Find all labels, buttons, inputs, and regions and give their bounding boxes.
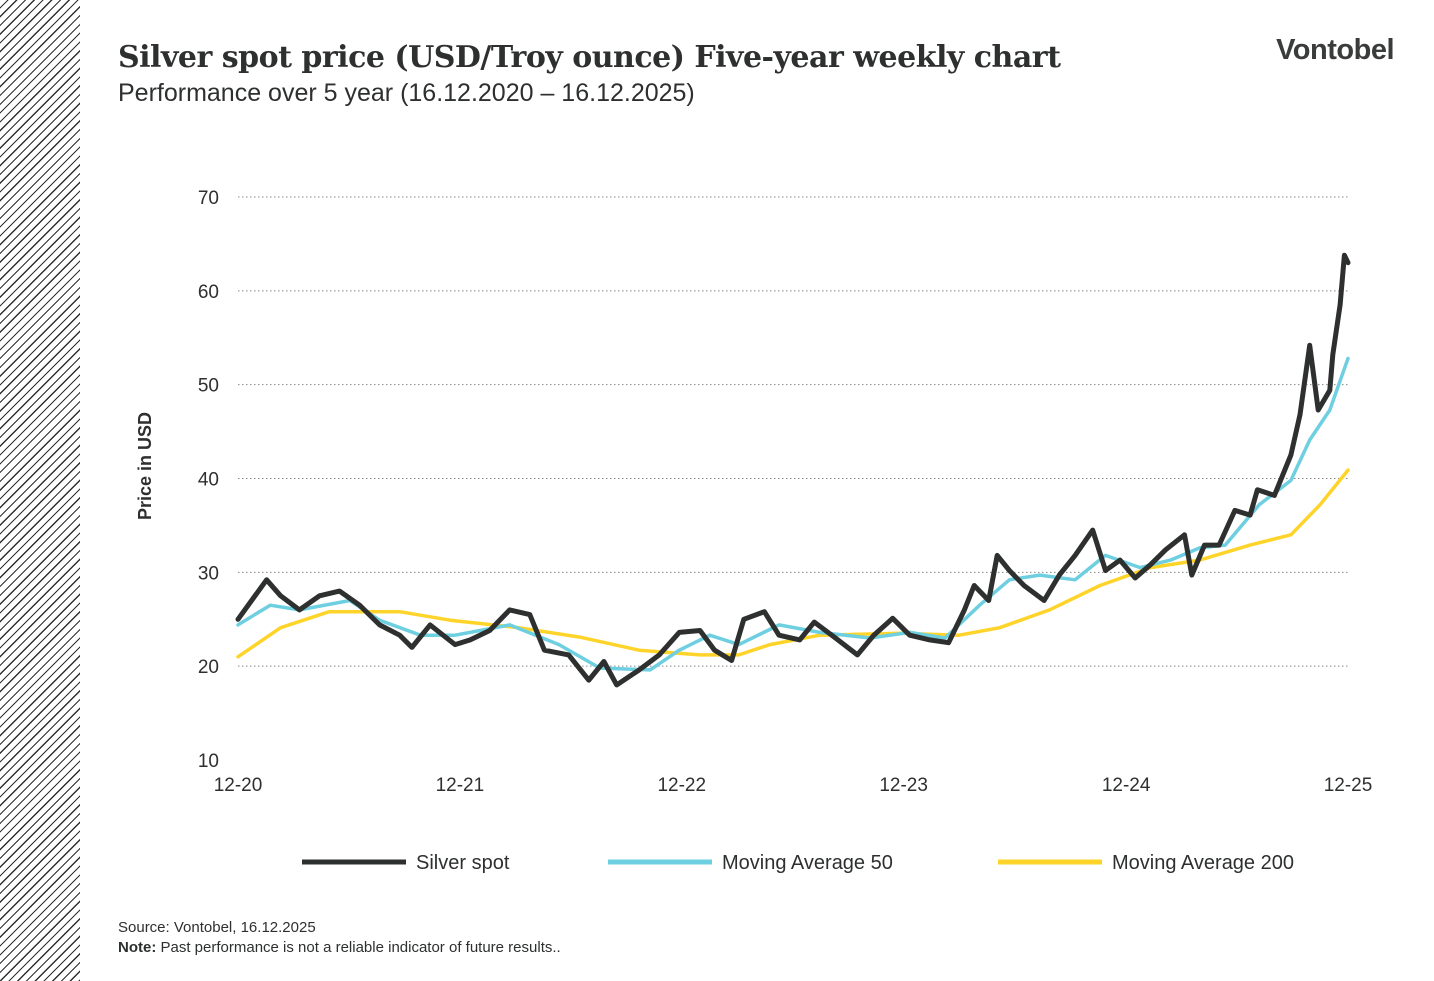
series-line-silver-spot	[235, 252, 1351, 688]
y-axis-label: Price in USD	[135, 412, 155, 520]
footer: Source: Vontobel, 16.12.2025 Note: Past …	[118, 918, 561, 958]
x-tick-label: 12-20	[214, 775, 263, 796]
y-tick-label: 10	[198, 751, 219, 772]
y-tick-label: 60	[198, 282, 219, 303]
hatched-side-band	[0, 0, 80, 981]
y-tick-label: 70	[198, 188, 219, 209]
vontobel-logo: Vontobel	[1276, 34, 1394, 66]
x-tick-label: 12-22	[657, 775, 706, 796]
y-tick-label: 20	[198, 657, 219, 678]
x-tick-label: 12-23	[879, 775, 928, 796]
legend-item: Moving Average 200	[998, 852, 1294, 874]
x-tick-label: 12-21	[436, 775, 485, 796]
source-text: Source: Vontobel, 16.12.2025	[118, 919, 316, 936]
y-tick-label: 40	[198, 470, 219, 491]
note-label: Note:	[118, 939, 157, 956]
chart-title: Silver spot price (USD/Troy ounce) Five-…	[118, 40, 1061, 75]
legend-label: Moving Average 200	[1112, 852, 1294, 874]
series-line-moving-average-50	[236, 356, 1350, 672]
y-tick-label: 50	[198, 376, 219, 397]
note-text: Past performance is not a reliable indic…	[156, 939, 561, 956]
disclaimer: Note: Past performance is not a reliable…	[118, 938, 561, 958]
legend-item: Moving Average 50	[608, 852, 893, 874]
x-tick-label: 12-24	[1102, 775, 1151, 796]
x-tick-label: 12-25	[1324, 775, 1373, 796]
legend-label: Silver spot	[416, 852, 510, 874]
legend-label: Moving Average 50	[722, 852, 893, 874]
series-line-moving-average-200	[236, 468, 1350, 659]
y-tick-label: 30	[198, 563, 219, 584]
legend-item: Silver spot	[302, 852, 510, 874]
chart-subtitle: Performance over 5 year (16.12.2020 – 16…	[118, 79, 695, 107]
